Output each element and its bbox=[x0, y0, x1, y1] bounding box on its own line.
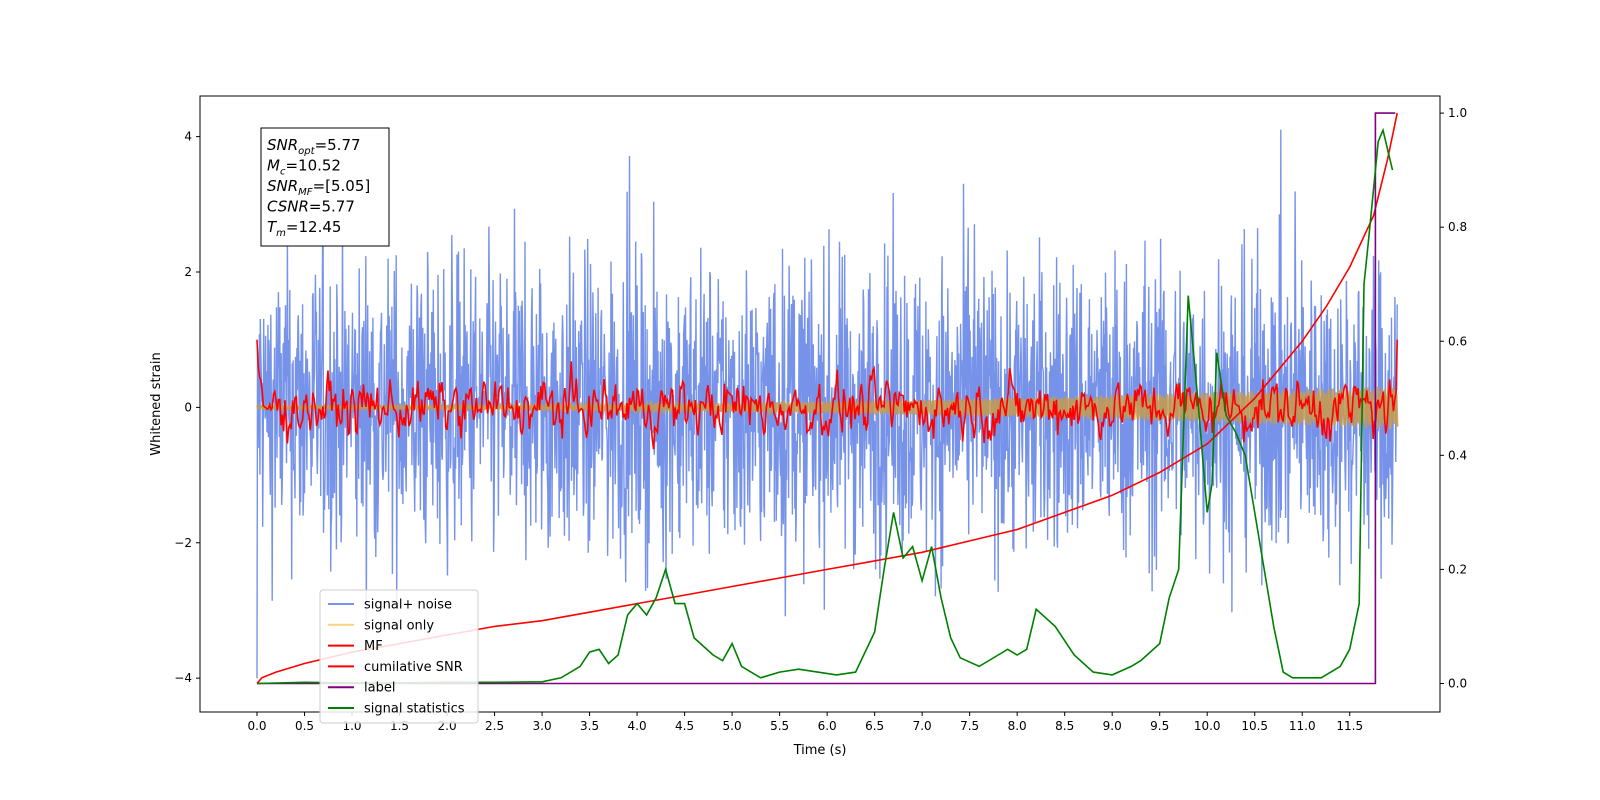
x-tick-label: 6.5 bbox=[865, 719, 884, 733]
mf-trace bbox=[256, 339, 1398, 450]
x-tick-label: 5.0 bbox=[723, 719, 742, 733]
legend-label: MF bbox=[364, 639, 383, 654]
signal-statistics-line bbox=[256, 127, 1394, 685]
y-left-tick-label: −4 bbox=[174, 671, 192, 685]
y-right-tick-label: 0.4 bbox=[1448, 448, 1467, 462]
y-left-tick-label: −2 bbox=[174, 536, 192, 550]
x-tick-label: 10.0 bbox=[1194, 719, 1221, 733]
y-axis-label: Whitened strain bbox=[149, 352, 164, 455]
info-box-line: CSNR=5.77 bbox=[267, 198, 355, 216]
x-tick-label: 9.5 bbox=[1150, 719, 1169, 733]
x-tick-label: 8.0 bbox=[1008, 719, 1027, 733]
x-axis-label: Time (s) bbox=[793, 743, 847, 758]
signal-only-trace bbox=[255, 386, 1399, 429]
signal-noise-trace bbox=[256, 129, 1398, 679]
info-box-line: Mc=10.52 bbox=[267, 157, 341, 178]
y-axis-left-ticks: −4 −2 0 2 4 bbox=[174, 130, 200, 685]
info-box: SNRopt=5.77Mc=10.52SNRMF=[5.05]CSNR=5.77… bbox=[260, 127, 390, 247]
legend-label: label bbox=[364, 681, 395, 696]
x-tick-label: 6.0 bbox=[818, 719, 837, 733]
axes-frame bbox=[199, 95, 1441, 713]
y-left-tick-label: 2 bbox=[184, 265, 192, 279]
info-box-line: Tm=12.45 bbox=[267, 218, 341, 239]
legend-label: cumilative SNR bbox=[364, 660, 463, 675]
info-box-line: SNRMF=[5.05] bbox=[267, 177, 370, 198]
x-tick-label: 7.0 bbox=[913, 719, 932, 733]
x-tick-label: 10.5 bbox=[1241, 719, 1268, 733]
label-line bbox=[257, 112, 1396, 685]
x-tick-label: 11.0 bbox=[1289, 719, 1316, 733]
y-right-tick-label: 0.0 bbox=[1448, 676, 1467, 690]
y-left-tick-label: 4 bbox=[184, 130, 192, 144]
y-axis-right-ticks: 0.0 0.2 0.4 0.6 0.8 1.0 bbox=[1440, 106, 1467, 690]
x-tick-label: 0.5 bbox=[295, 719, 314, 733]
x-tick-label: 7.5 bbox=[960, 719, 979, 733]
y-left-tick-label: 0 bbox=[184, 400, 192, 414]
legend-label: signal+ noise bbox=[364, 598, 452, 613]
x-tick-label: 4.5 bbox=[675, 719, 694, 733]
x-tick-label: 9.0 bbox=[1103, 719, 1122, 733]
info-box-line: SNRopt=5.77 bbox=[267, 136, 361, 157]
y-right-tick-label: 0.2 bbox=[1448, 562, 1467, 576]
x-tick-label: 0.0 bbox=[247, 719, 266, 733]
legend: signal+ noise signal only MF cumilative SNR… bbox=[319, 589, 479, 724]
y-right-tick-label: 1.0 bbox=[1448, 106, 1467, 120]
x-tick-label: 3.5 bbox=[580, 719, 599, 733]
x-tick-label: 11.5 bbox=[1336, 719, 1363, 733]
y-right-tick-label: 0.8 bbox=[1448, 220, 1467, 234]
legend-frame bbox=[319, 589, 479, 724]
info-box-frame bbox=[260, 127, 390, 247]
y-right-tick-label: 0.6 bbox=[1448, 334, 1467, 348]
x-tick-label: 4.0 bbox=[628, 719, 647, 733]
legend-label: signal only bbox=[364, 618, 434, 633]
x-tick-label: 5.5 bbox=[770, 719, 789, 733]
x-tick-label: 2.5 bbox=[485, 719, 504, 733]
x-tick-label: 8.5 bbox=[1055, 719, 1074, 733]
x-tick-label: 3.0 bbox=[533, 719, 552, 733]
legend-label: signal statistics bbox=[364, 702, 465, 717]
